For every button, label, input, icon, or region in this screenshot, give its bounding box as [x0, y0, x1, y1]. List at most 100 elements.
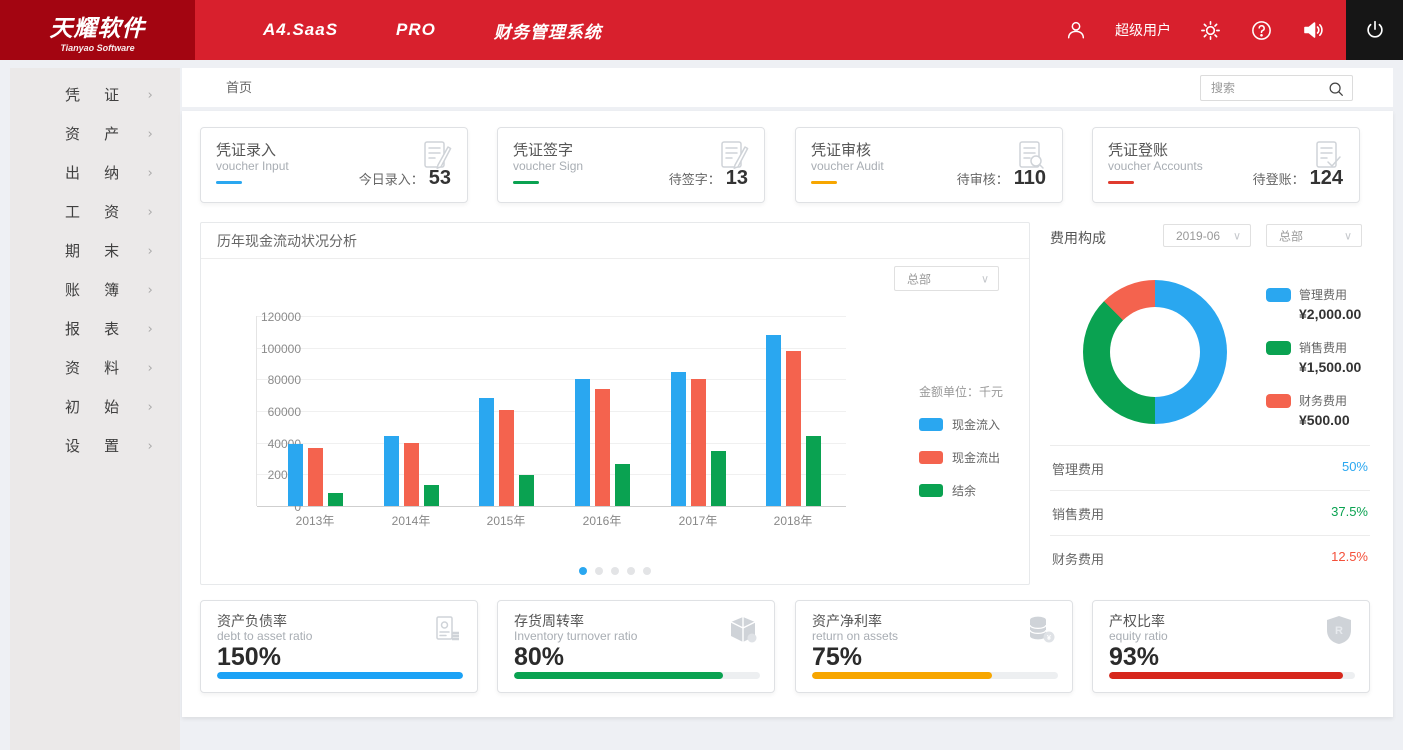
bar-现金流出[interactable]: [786, 350, 801, 506]
chevron-right-icon: ›: [146, 400, 154, 415]
kpi-card-1[interactable]: 存货周转率 Inventory turnover ratio 80%: [497, 600, 775, 693]
kpi-value: 93%: [1109, 643, 1160, 671]
pagination-dot-3[interactable]: [627, 567, 635, 575]
legend-swatch: [919, 484, 943, 497]
gridline: [257, 379, 846, 381]
app-logo[interactable]: 天耀软件 Tianyao Software: [0, 0, 195, 60]
expense-org-dropdown[interactable]: 总部 ∨: [1266, 224, 1362, 247]
current-user-name[interactable]: 超级用户: [1115, 22, 1171, 38]
nav-item-pro[interactable]: PRO: [396, 20, 436, 39]
bar-结余[interactable]: [615, 464, 630, 506]
pagination-dot-0[interactable]: [579, 567, 587, 575]
svg-text:R: R: [1335, 625, 1343, 637]
bar-结余[interactable]: [424, 485, 439, 506]
sidebar-item-8[interactable]: 初 始 ›: [10, 388, 180, 427]
settings-gear-icon[interactable]: [1199, 19, 1222, 42]
bar-现金流入[interactable]: [288, 444, 303, 506]
kpi-card-0[interactable]: 资产负债率 debt to asset ratio 150%: [200, 600, 478, 693]
donut-legend-item-0: 管理费用 ¥2,000.00: [1266, 286, 1361, 322]
sidebar-item-label: 资 产: [65, 126, 130, 143]
legend-swatch: [1266, 287, 1291, 302]
org-dropdown-value: 总部: [907, 272, 932, 286]
chevron-right-icon: ›: [146, 166, 154, 181]
chevron-down-icon: ∨: [1232, 230, 1241, 242]
kpi-progress-fill: [217, 672, 463, 679]
x-axis-label: 2013年: [295, 514, 335, 528]
legend-item-结余[interactable]: 结余: [919, 482, 1003, 499]
sidebar-item-label: 账 簿: [65, 282, 130, 299]
voucher-card-1[interactable]: 凭证签字 voucher Sign 待签字： 13: [497, 127, 765, 203]
voucher-card-title-en: voucher Input: [216, 159, 289, 173]
x-axis-label: 2015年: [486, 514, 526, 528]
pagination-dot-2[interactable]: [611, 567, 619, 575]
nav-item-a4saas[interactable]: A4.SaaS: [263, 20, 339, 39]
sidebar-item-5[interactable]: 账 簿 ›: [10, 271, 180, 310]
bar-结余[interactable]: [711, 450, 726, 506]
sidebar-item-label: 资 料: [65, 360, 130, 377]
sidebar-item-4[interactable]: 期 末 ›: [10, 232, 180, 271]
sidebar-item-9[interactable]: 设 置 ›: [10, 427, 180, 466]
chevron-right-icon: ›: [146, 205, 154, 220]
sidebar-item-3[interactable]: 工 资 ›: [10, 193, 180, 232]
expense-row-label: 管理费用: [1052, 462, 1105, 477]
sidebar-item-0[interactable]: 凭 证 ›: [10, 76, 180, 115]
y-axis-tick: 0: [294, 500, 301, 514]
search-input[interactable]: [1201, 76, 1321, 100]
bar-现金流出[interactable]: [308, 448, 323, 506]
donut-hole: [1110, 307, 1200, 397]
sidebar-item-6[interactable]: 报 表 ›: [10, 310, 180, 349]
org-dropdown[interactable]: 总部 ∨: [894, 266, 999, 291]
kpi-card-3[interactable]: 产权比率 equity ratio 93% R: [1092, 600, 1370, 693]
pagination-dot-4[interactable]: [643, 567, 651, 575]
sidebar-item-7[interactable]: 资 料 ›: [10, 349, 180, 388]
pagination-dot-1[interactable]: [595, 567, 603, 575]
voucher-card-2[interactable]: 凭证审核 voucher Audit 待审核： 110: [795, 127, 1063, 203]
logout-power-button[interactable]: [1346, 0, 1403, 60]
voucher-card-3[interactable]: 凭证登账 voucher Accounts 待登账： 124: [1092, 127, 1360, 203]
help-icon[interactable]: [1250, 19, 1273, 42]
doc-pen-icon: [714, 138, 750, 179]
legend-item-现金流入[interactable]: 现金流入: [919, 416, 1003, 433]
x-axis-label: 2017年: [678, 514, 718, 528]
legend-amount: ¥500.00: [1299, 412, 1350, 428]
speaker-icon[interactable]: [1301, 18, 1325, 42]
bar-结余[interactable]: [328, 492, 343, 506]
user-icon[interactable]: [1065, 19, 1087, 41]
sidebar-item-label: 出 纳: [65, 165, 130, 182]
voucher-card-stat: 待登账： 124: [1252, 167, 1343, 189]
kpi-card-2[interactable]: 资产净利率 return on assets 75% ¥: [795, 600, 1073, 693]
nav-item-system-title[interactable]: 财务管理系统: [493, 22, 602, 42]
bar-现金流出[interactable]: [595, 388, 610, 506]
kpi-progress-track: [514, 672, 760, 679]
sidebar-item-1[interactable]: 资 产 ›: [10, 115, 180, 154]
power-icon: [1366, 20, 1383, 38]
accent-dash: [811, 181, 837, 184]
period-dropdown[interactable]: 2019-06 ∨: [1163, 224, 1251, 247]
bar-现金流入[interactable]: [575, 378, 590, 506]
bar-现金流入[interactable]: [384, 435, 399, 506]
bar-现金流出[interactable]: [404, 442, 419, 506]
bar-现金流入[interactable]: [479, 397, 494, 506]
search-icon[interactable]: [1327, 80, 1345, 98]
cash-flow-chart-title: 历年现金流动状况分析: [201, 223, 1029, 259]
sidebar-item-2[interactable]: 出 纳 ›: [10, 154, 180, 193]
bar-结余[interactable]: [806, 435, 821, 506]
sidebar-nav: 凭 证 › 资 产 › 出 纳 › 工 资 › 期 末 › 账 簿 › 报 表 › 资 料 › 初 始 › 设 置 ›: [10, 68, 180, 750]
voucher-card-title-cn: 凭证登账: [1108, 142, 1169, 159]
legend-item-现金流出[interactable]: 现金流出: [919, 449, 1003, 466]
y-axis-tick: 80000: [267, 373, 301, 388]
search-box: [1200, 75, 1353, 101]
bar-现金流入[interactable]: [671, 372, 686, 506]
bar-现金流入[interactable]: [766, 335, 781, 506]
gridline: [257, 411, 846, 412]
kpi-value: 150%: [217, 643, 281, 671]
voucher-card-0[interactable]: 凭证录入 voucher Input 今日录入： 53: [200, 127, 468, 203]
bar-现金流出[interactable]: [691, 378, 706, 506]
bar-group-2016年: [575, 378, 630, 506]
kpi-progress-track: [1109, 672, 1355, 679]
breadcrumb-home[interactable]: 首页: [226, 80, 253, 95]
bar-现金流出[interactable]: [499, 410, 514, 506]
bar-结余[interactable]: [519, 475, 534, 506]
kpi-value: 75%: [812, 643, 863, 671]
chevron-right-icon: ›: [146, 127, 154, 142]
